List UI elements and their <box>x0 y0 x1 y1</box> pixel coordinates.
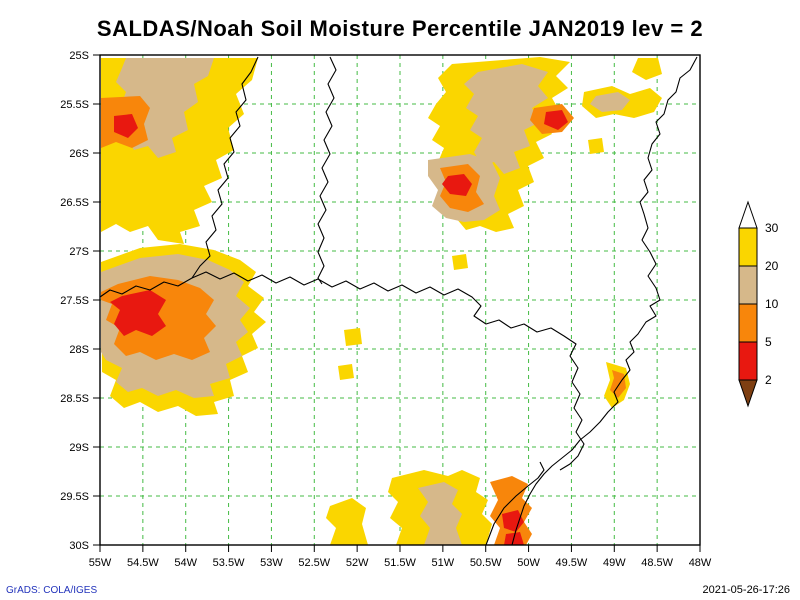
colorbar-label: 10 <box>765 297 779 311</box>
lat-label: 28S <box>69 344 89 356</box>
colorbar-label: 5 <box>765 335 772 349</box>
lon-label: 51W <box>432 557 455 569</box>
map-boundaries <box>99 56 698 546</box>
shaded-regions <box>101 57 662 545</box>
colorbar-label: 20 <box>765 259 779 273</box>
colorbar-segment-orange <box>738 303 758 343</box>
region-red-2-5 <box>110 290 166 336</box>
region-tan-10-20 <box>590 92 630 112</box>
lat-label: 27S <box>69 246 89 258</box>
lon-label: 52.5W <box>298 557 330 569</box>
grads-credit: GrADS: COLA/IGES <box>6 585 98 596</box>
lon-label: 48.5W <box>641 557 673 569</box>
colorbar-label: 30 <box>765 221 779 235</box>
region-red-2-5 <box>114 114 138 138</box>
lon-label: 50.5W <box>470 557 502 569</box>
colorbar-arrow-bottom <box>738 379 758 408</box>
lon-label: 51.5W <box>384 557 416 569</box>
boundary-coastline <box>511 56 698 546</box>
lon-label: 55W <box>89 557 112 569</box>
lat-label: 29.5S <box>60 491 89 503</box>
boundary-border-north <box>317 56 337 285</box>
boundary-river-west <box>99 56 259 298</box>
region-yellow-20-30 <box>632 58 662 80</box>
region-yellow-20-30 <box>326 498 368 545</box>
lon-label: 48W <box>689 557 712 569</box>
region-red-2-5 <box>502 510 524 532</box>
region-yellow-20-30 <box>344 328 362 346</box>
colorbar-segment-red <box>738 341 758 381</box>
region-yellow-20-30 <box>338 364 354 380</box>
creation-timestamp: 2021-05-26-17:26 <box>702 584 790 596</box>
boundary-lagoon <box>485 461 545 546</box>
lat-label: 30S <box>69 540 89 552</box>
lat-label: 26.5S <box>60 197 89 209</box>
region-orange-5-10 <box>490 476 532 545</box>
lon-label: 53W <box>260 557 283 569</box>
lat-label: 25.5S <box>60 99 89 111</box>
boundary-river-uruguay-border <box>191 271 585 471</box>
lon-label: 54.5W <box>127 557 159 569</box>
lat-label: 25S <box>69 50 89 62</box>
region-red-2-5 <box>544 110 568 130</box>
colorbar-label: 2 <box>765 373 772 387</box>
lon-label: 52W <box>346 557 369 569</box>
region-orange-5-10 <box>610 370 626 398</box>
colorbar-segment-tan <box>738 265 758 305</box>
region-tan-10-20 <box>464 64 548 174</box>
region-yellow-20-30 <box>452 254 468 270</box>
lat-label: 28.5S <box>60 393 89 405</box>
axis-ticks-and-labels: 55W 54.5W 54W 53.5W 53W 52.5W 52W 51.5W 51W 50.5W… <box>60 50 712 569</box>
lon-label: 53.5W <box>213 557 245 569</box>
region-red-2-5 <box>442 174 472 196</box>
colorbar: 30 20 10 5 2 <box>738 200 779 408</box>
lon-label: 50W <box>517 557 540 569</box>
region-tan-10-20 <box>418 482 462 545</box>
colorbar-arrow-top <box>738 200 758 229</box>
colorbar-segment-yellow <box>738 227 758 267</box>
lon-label: 49.5W <box>556 557 588 569</box>
lon-label: 54W <box>174 557 197 569</box>
lat-label: 27.5S <box>60 295 89 307</box>
plot-title: SALDAS/Noah Soil Moisture Percentile JAN… <box>96 16 704 41</box>
region-yellow-20-30 <box>588 138 604 154</box>
lat-label: 26S <box>69 148 89 160</box>
lat-label: 29S <box>69 442 89 454</box>
lon-label: 49W <box>603 557 626 569</box>
